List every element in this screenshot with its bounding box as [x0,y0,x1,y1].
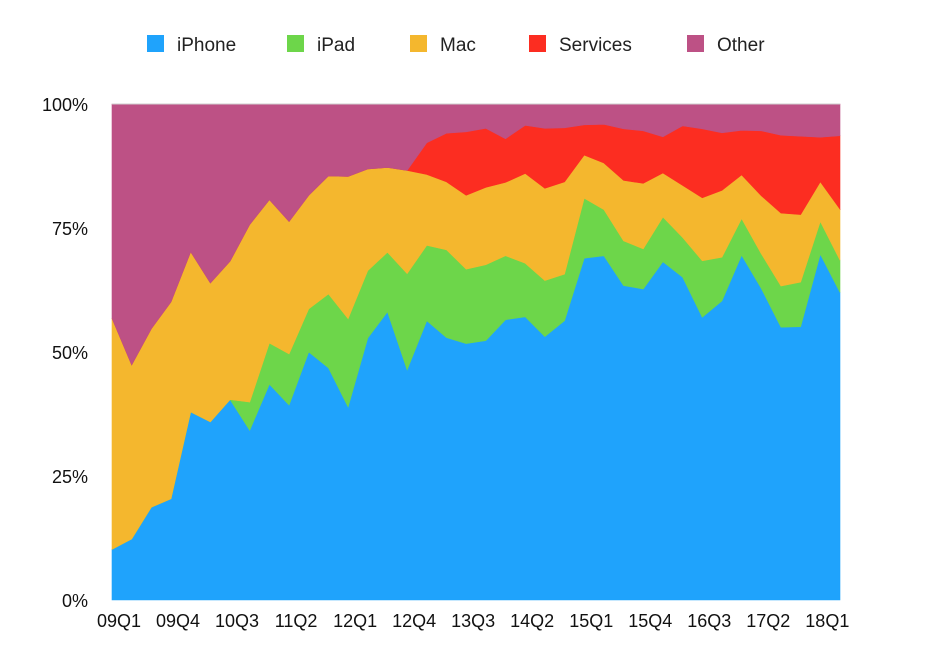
x-tick-label: 11Q2 [275,611,318,631]
x-tick-label: 16Q3 [687,611,731,631]
x-tick-label: 13Q3 [451,611,495,631]
legend-swatch-ipad [287,35,304,52]
legend-label-services: Services [559,35,632,56]
legend-label-iphone: iPhone [177,35,236,56]
x-tick-label: 15Q1 [569,611,613,631]
plot-areas [111,103,841,601]
x-tick-label: 17Q2 [746,611,790,631]
x-tick-label: 09Q1 [97,611,141,631]
legend-swatch-other [687,35,704,52]
x-tick-label: 12Q4 [392,611,436,631]
y-tick-label: 50% [52,343,88,363]
x-tick-label: 18Q1 [805,611,849,631]
axes: 0% 25% 50% 75% 100% 09Q1 09Q4 10Q3 11Q2 12Q1 12Q4 1… [42,95,849,631]
legend-swatch-iphone [147,35,164,52]
legend: iPhone iPad Mac Services Other [147,35,765,56]
legend-label-mac: Mac [440,35,476,56]
x-tick-label: 15Q4 [628,611,672,631]
legend-swatch-services [529,35,546,52]
legend-swatch-mac [410,35,427,52]
x-tick-label: 12Q1 [333,611,377,631]
legend-label-ipad: iPad [317,35,355,56]
y-tick-label: 25% [52,467,88,487]
x-tick-label: 09Q4 [156,611,200,631]
x-tick-label: 14Q2 [510,611,554,631]
x-tick-label: 10Q3 [215,611,259,631]
y-tick-label: 100% [42,95,88,115]
y-tick-label: 75% [52,219,88,239]
legend-label-other: Other [717,35,765,56]
y-tick-label: 0% [62,591,88,611]
